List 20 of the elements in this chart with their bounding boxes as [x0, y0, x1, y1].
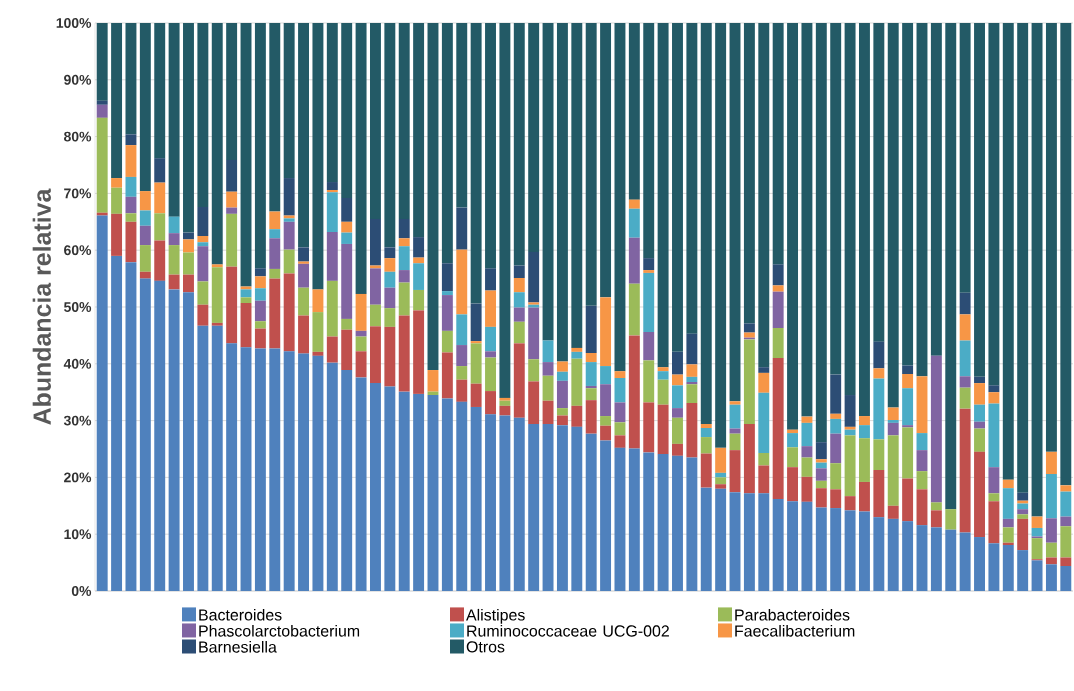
legend-label: Alistipes — [466, 608, 525, 624]
y-tick-label: 60% — [64, 245, 92, 256]
y-tick-label: 30% — [63, 415, 92, 426]
y-tick-label: 20% — [64, 472, 92, 483]
y-axis-title: Abundancia relativa — [32, 188, 51, 425]
y-tick-label: 100% — [56, 18, 92, 28]
legend-label: Phascolarctobacterium — [199, 624, 360, 637]
y-tick-label: 70% — [64, 188, 92, 199]
legend-label: Ruminococcaceae UCG-002 — [467, 624, 669, 637]
legend-label: Otros — [466, 641, 505, 653]
y-tick-label: 40% — [63, 358, 92, 369]
y-tick-label: 50% — [63, 302, 92, 312]
y-tick-label: 80% — [64, 131, 92, 142]
legend-label: Parabacteroides — [735, 608, 850, 621]
legend-label: Bacteroides — [199, 608, 282, 621]
y-tick-label: 90% — [64, 74, 92, 85]
legend-label: Barnesiella — [199, 640, 277, 653]
y-tick-label: 0% — [71, 586, 92, 596]
legend-label: Faecalibacterium — [735, 624, 855, 637]
y-tick-label: 10% — [64, 529, 92, 540]
